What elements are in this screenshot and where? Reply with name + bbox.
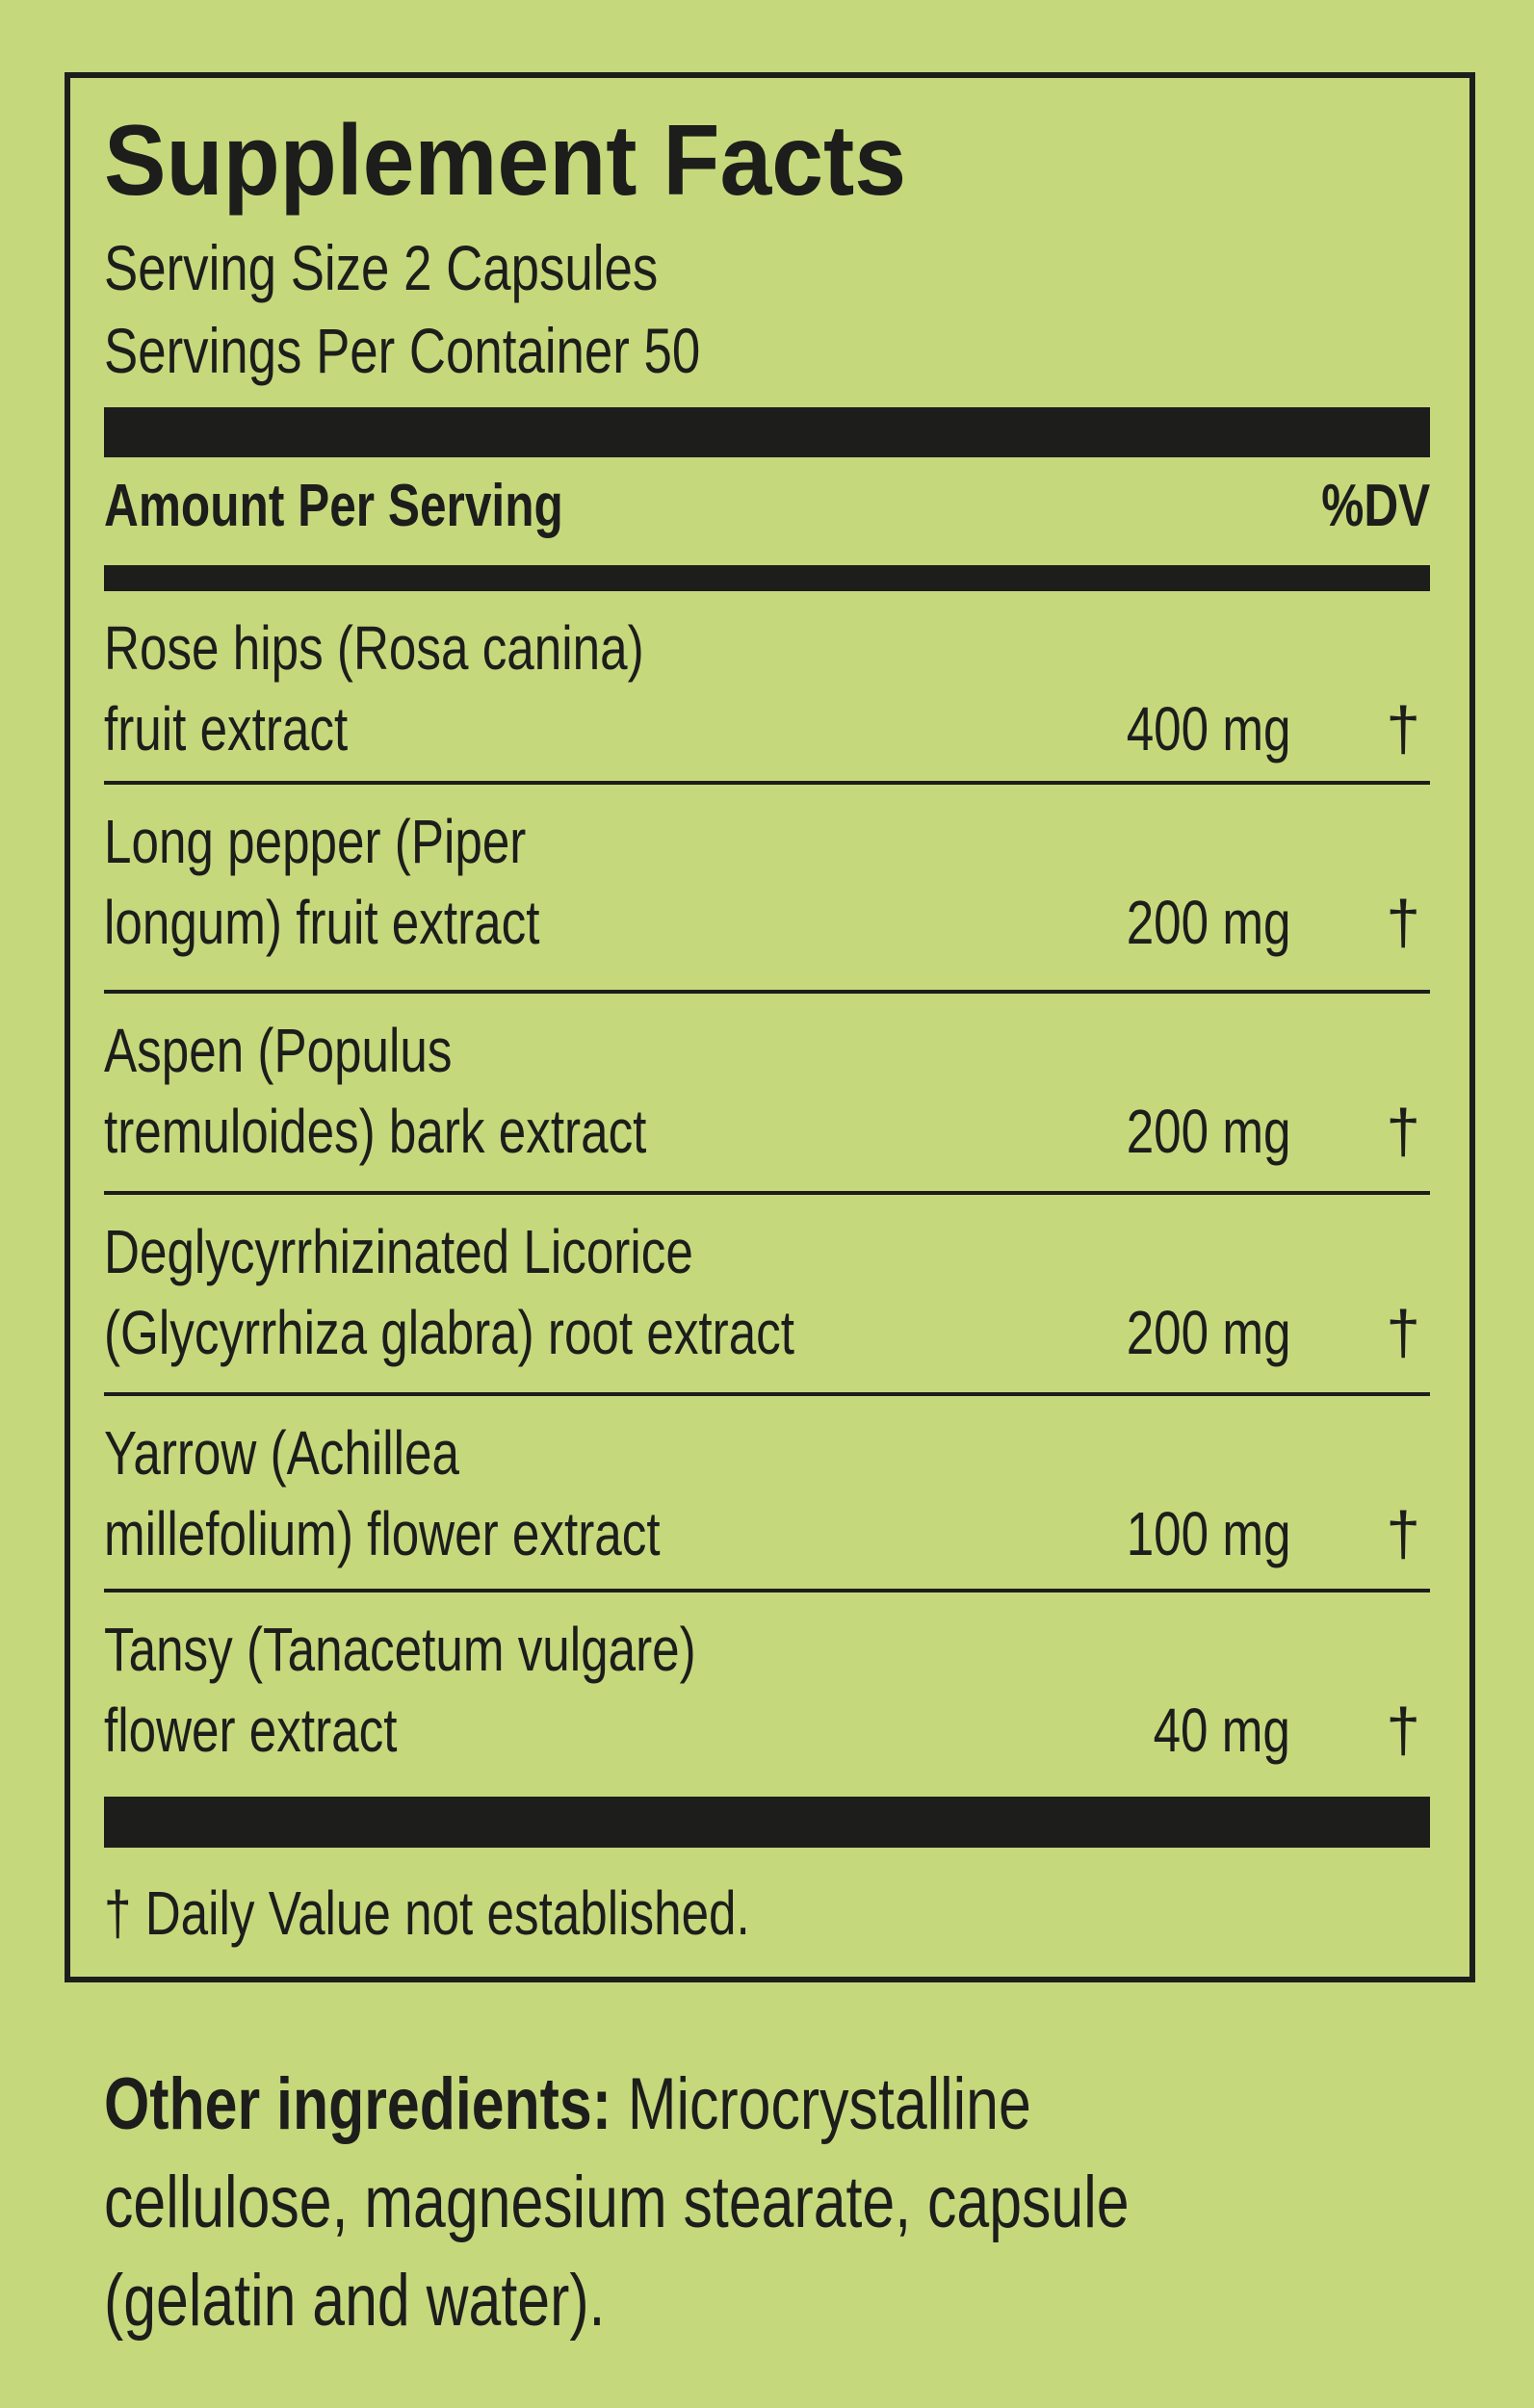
ingredient-name: flower extract [104, 1696, 398, 1765]
medium-divider [104, 565, 1430, 591]
ingredient-name: Tansy (Tanacetum vulgare) [104, 1615, 696, 1684]
ingredient-amount: 200 mg [1126, 888, 1290, 957]
ingredient-amount: 200 mg [1126, 1097, 1290, 1166]
ingredient-name: longum) fruit extract [104, 888, 540, 957]
ingredient-amount: 40 mg [1153, 1696, 1290, 1765]
servings-per-container: Servings Per Container 50 [104, 315, 701, 386]
ingredient-dv: † [1386, 694, 1420, 764]
other-ingredients-text: (gelatin and water). [104, 2260, 606, 2342]
ingredient-dv: † [1386, 1298, 1420, 1367]
thick-divider-bottom [104, 1797, 1430, 1848]
panel-title: Supplement Facts [104, 105, 907, 217]
ingredient-row: Deglycyrrhizinated Licorice (Glycyrrhiza… [104, 1195, 1430, 1396]
ingredient-name: (Glycyrrhiza glabra) root extract [104, 1298, 794, 1367]
other-ingredients-text: cellulose, magnesium stearate, capsule [104, 2162, 1130, 2243]
ingredient-row: Tansy (Tanacetum vulgare) flower extract… [104, 1592, 1430, 1797]
ingredient-dv: † [1386, 1696, 1420, 1765]
other-ingredients-label: Other ingredients: [104, 2063, 611, 2145]
ingredient-row: Rose hips (Rosa canina) fruit extract 40… [104, 591, 1430, 785]
ingredient-amount: 200 mg [1126, 1298, 1290, 1367]
thick-divider [104, 407, 1430, 457]
ingredient-row: Aspen (Populus tremuloides) bark extract… [104, 994, 1430, 1195]
supplement-facts-panel [65, 72, 1475, 1982]
ingredient-list: Rose hips (Rosa canina) fruit extract 40… [104, 591, 1430, 1797]
ingredient-name: Rose hips (Rosa canina) [104, 613, 644, 683]
footnote: † Daily Value not established. [104, 1878, 750, 1948]
ingredient-name: Aspen (Populus [104, 1016, 453, 1085]
ingredient-dv: † [1386, 888, 1420, 957]
ingredient-amount: 100 mg [1126, 1499, 1290, 1568]
other-ingredients-text: Microcrystalline [611, 2063, 1031, 2145]
dv-header: %DV [1320, 473, 1430, 539]
ingredient-name: Yarrow (Achillea [104, 1418, 459, 1488]
serving-size: Serving Size 2 Capsules [104, 232, 659, 303]
other-ingredients: Other ingredients: Microcrystalline cell… [104, 2056, 1386, 2350]
ingredient-dv: † [1386, 1097, 1420, 1166]
ingredient-dv: † [1386, 1499, 1420, 1568]
ingredient-name: millefolium) flower extract [104, 1499, 661, 1568]
amount-per-serving-header: Amount Per Serving [104, 473, 563, 539]
ingredient-name: tremuloides) bark extract [104, 1097, 647, 1166]
ingredient-name: fruit extract [104, 694, 349, 764]
ingredient-amount: 400 mg [1126, 694, 1290, 764]
ingredient-name: Long pepper (Piper [104, 807, 527, 876]
ingredient-row: Long pepper (Piper longum) fruit extract… [104, 785, 1430, 994]
ingredient-row: Yarrow (Achillea millefolium) flower ext… [104, 1396, 1430, 1592]
ingredient-name: Deglycyrrhizinated Licorice [104, 1217, 693, 1286]
